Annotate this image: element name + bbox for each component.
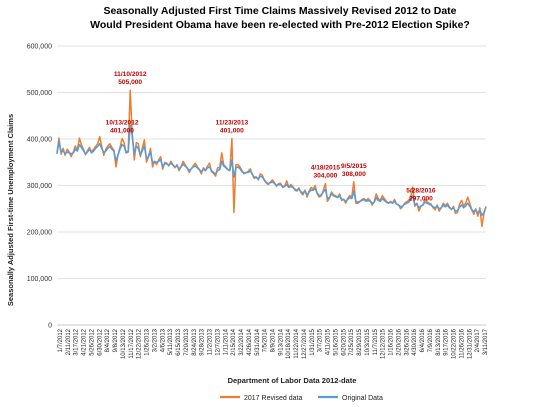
- x-tick-label: 3/26/2016: [404, 328, 410, 355]
- annotation-value: 304,000: [313, 173, 337, 180]
- x-tick-label: 3/11/2017: [483, 328, 489, 355]
- annotation-value: 505,000: [118, 79, 142, 86]
- x-tick-label: 9/28/2013: [200, 328, 206, 355]
- series-line-original: [56, 124, 487, 217]
- x-tick-label: 9/17/2016: [444, 328, 450, 355]
- x-tick-label: 3/17/2012: [74, 328, 80, 355]
- y-tick-label: 600,000: [27, 44, 52, 51]
- data-series: [56, 89, 487, 228]
- y-tick-label: 100,000: [27, 276, 52, 283]
- x-tick-label: 11/26/2016: [459, 328, 465, 358]
- legend-label-original: Original Data: [342, 395, 383, 402]
- annotation-date: 11/10/2012: [114, 71, 147, 78]
- y-tick-label: 300,000: [27, 183, 52, 190]
- x-tick-label: 5/31/2014: [255, 328, 261, 355]
- annotation-value: 401,000: [220, 128, 244, 135]
- x-tick-label: 11/17/2012: [129, 328, 135, 358]
- x-tick-label: 12/31/2016: [467, 328, 473, 359]
- x-tick-label: 3/22/2014: [239, 328, 245, 355]
- annotation-date: 10/13/2012: [106, 120, 139, 127]
- x-tick-label: 11/7/2015: [373, 328, 379, 355]
- x-tick-label: 6/4/2016: [420, 328, 426, 352]
- x-tick-label: 8/9/2014: [271, 328, 277, 352]
- x-tick-label: 12/22/2012: [137, 328, 143, 359]
- annotation-date: 9/5/2015: [341, 163, 367, 170]
- annotation-value: 308,000: [342, 171, 366, 178]
- x-tick-label: 2/11/2012: [66, 328, 72, 355]
- x-tick-label: 12/7/2013: [215, 328, 221, 355]
- x-tick-label: 3/7/2015: [318, 328, 324, 352]
- x-tick-label: 7/9/2016: [428, 328, 434, 352]
- x-tick-label: 4/26/2014: [247, 328, 253, 355]
- legend: 2017 Revised data Original Data: [220, 395, 383, 402]
- annotation-date: 11/23/2013: [216, 120, 249, 127]
- x-axis-label: Department of Labor Data 2012-date: [228, 376, 357, 385]
- x-tick-label: 11/2/2013: [208, 328, 214, 355]
- x-tick-label: 7/5/2014: [263, 328, 269, 352]
- x-tick-label: 1/11/2014: [223, 328, 229, 355]
- x-tick-label: 2/15/2014: [231, 328, 237, 355]
- gridlines: [57, 45, 486, 326]
- x-tick-label: 4/6/2013: [160, 328, 166, 352]
- x-tick-label: 10/22/2016: [452, 328, 458, 359]
- x-tick-label: 4/11/2015: [326, 328, 332, 355]
- x-tick-label: 12/12/2015: [381, 328, 387, 359]
- x-tick-label: 10/18/2014: [286, 328, 292, 359]
- x-tick-label: 3/2/2013: [152, 328, 158, 352]
- annotation-value: 297,000: [409, 195, 433, 202]
- x-tick-label: 8/13/2016: [436, 328, 442, 355]
- x-tick-label: 10/3/2015: [365, 328, 371, 355]
- annotation-date: 5/28/2016: [406, 187, 436, 194]
- x-tick-label: 1/26/2013: [145, 328, 151, 355]
- x-tick-label: 5/26/2012: [89, 328, 95, 355]
- y-axis-label: Seasonally Adjusted First-time Unemploym…: [6, 114, 15, 306]
- x-tick-label: 11/22/2014: [294, 328, 300, 358]
- y-tick-label: 200,000: [27, 230, 52, 237]
- x-tick-label: 2/20/2016: [396, 328, 402, 355]
- annotation-value: 401,000: [110, 128, 134, 135]
- x-tick-label: 8/24/2013: [192, 328, 198, 355]
- x-tick-label: 7/20/2013: [184, 328, 190, 355]
- x-tick-label: 9/8/2012: [113, 328, 119, 352]
- x-tick-label: 10/13/2012: [121, 328, 127, 359]
- x-tick-label: 4/30/2016: [412, 328, 418, 355]
- legend-label-revised: 2017 Revised data: [244, 395, 302, 402]
- y-tick-label: 400,000: [27, 137, 52, 144]
- y-tick-label: 0: [48, 323, 52, 330]
- x-tick-label: 1/31/2015: [310, 328, 316, 355]
- x-tick-label: 7/25/2015: [349, 328, 355, 355]
- x-tick-label: 6/30/2012: [97, 328, 103, 355]
- chart-title-line-2: Would President Obama have been re-elect…: [90, 19, 470, 31]
- x-tick-label: 4/21/2012: [82, 328, 88, 355]
- x-tick-label: 6/20/2015: [341, 328, 347, 355]
- annotations: 11/10/2012505,00010/13/2012401,00011/23/…: [106, 71, 436, 202]
- annotation-date: 4/18/2015: [311, 165, 341, 172]
- y-tick-label: 500,000: [27, 90, 52, 97]
- x-tick-label: 8/4/2012: [105, 328, 111, 352]
- x-tick-label: 6/15/2013: [176, 328, 182, 355]
- chart-title-line-1: Seasonally Adjusted First Time Claims Ma…: [103, 5, 457, 17]
- x-tick-label: 2/4/2017: [475, 328, 481, 352]
- x-tick-label: 1/7/2012: [58, 328, 64, 352]
- x-tick-label: 8/29/2015: [357, 328, 363, 355]
- y-axis-ticks: 0 100,000 200,000 300,000 400,000 500,000 600,…: [27, 44, 52, 330]
- x-tick-label: 1/16/2016: [389, 328, 395, 355]
- x-tick-label: 12/27/2014: [302, 328, 308, 359]
- x-tick-label: 5/16/2015: [333, 328, 339, 355]
- x-tick-label: 9/13/2014: [278, 328, 284, 355]
- x-axis-ticks: 1/7/2012 2/11/2012 3/17/2012 4/21/2012 5/26/…: [58, 328, 489, 359]
- x-tick-label: 5/11/2013: [168, 328, 174, 355]
